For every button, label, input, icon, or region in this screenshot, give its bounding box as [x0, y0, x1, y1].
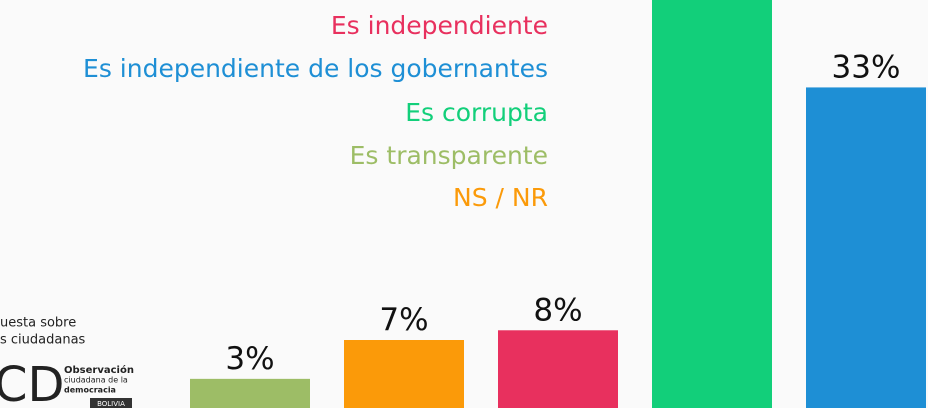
- logo-name: ciudadana de la: [64, 376, 128, 385]
- logo-country: BOLIVIA: [97, 400, 125, 408]
- value-label: 8%: [533, 292, 582, 328]
- logo-name: Observación: [64, 364, 134, 376]
- bar: [344, 340, 464, 408]
- bar: [498, 330, 618, 408]
- legend-entry: Es corrupta: [405, 98, 548, 127]
- logo-badge: [90, 398, 132, 408]
- logo-mark: CD: [0, 357, 64, 408]
- legend-entry: Es independiente: [331, 11, 548, 40]
- logo-name: democracia: [64, 386, 116, 395]
- logo-text: s ciudadanas: [0, 333, 86, 348]
- logo-text: uesta sobre: [0, 316, 76, 331]
- legend-entry: Es independiente de los gobernantes: [83, 54, 548, 83]
- value-label: 3%: [225, 341, 274, 377]
- legend-entry: Es transparente: [350, 141, 548, 170]
- value-label: 33%: [832, 49, 901, 85]
- bar: [190, 378, 310, 408]
- legend-entry: NS / NR: [453, 183, 548, 212]
- value-label: 7%: [379, 302, 428, 338]
- bar: [652, 0, 772, 408]
- bar: [806, 87, 926, 408]
